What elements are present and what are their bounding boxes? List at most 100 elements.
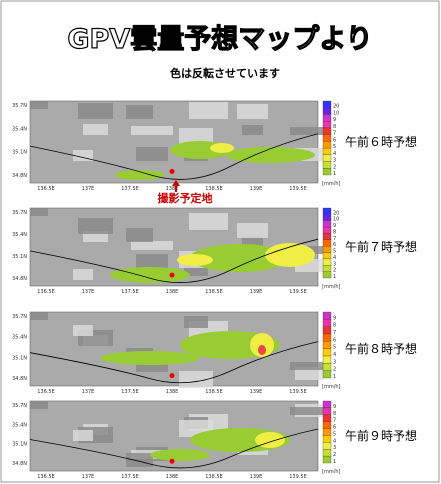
scale-label: 7	[333, 330, 336, 336]
lon-label: 139E	[250, 474, 263, 480]
lat-label: 34.8N	[12, 376, 27, 382]
scale-box	[322, 442, 332, 450]
scale-label: 8	[333, 229, 336, 235]
scale-box	[322, 161, 332, 169]
lat-label: 35.4N	[12, 232, 27, 238]
scale-box	[322, 428, 332, 436]
cloud	[179, 128, 213, 145]
cloud	[126, 453, 153, 467]
cloud	[30, 312, 48, 320]
cloud	[78, 103, 113, 119]
scale-box	[322, 233, 332, 240]
cloud	[83, 231, 108, 242]
cloud	[242, 125, 263, 135]
lat-label: 35.4N	[12, 335, 27, 341]
scale-box	[322, 311, 332, 320]
scale-box	[322, 168, 332, 176]
scale-box	[322, 319, 332, 327]
coastline	[29, 238, 319, 283]
scale-box	[322, 220, 332, 228]
panel-label: 午前６時予想	[345, 134, 417, 149]
cloud	[290, 407, 328, 415]
lon-label: 137E	[82, 389, 95, 395]
scale-label: 5	[333, 144, 336, 150]
lon-label: 137.5E	[121, 186, 138, 192]
cloud	[30, 208, 48, 216]
lon-label: 137E	[82, 186, 95, 192]
rain	[150, 449, 210, 461]
lon-label: 139.5E	[289, 389, 306, 395]
cloud	[131, 241, 173, 250]
site	[169, 458, 175, 464]
lon-label: 136.5E	[37, 289, 54, 295]
lat-label: 35.7N	[12, 210, 27, 216]
scale-box	[322, 348, 332, 357]
lon-label: 137E	[82, 474, 95, 480]
lon-label: 136.5E	[37, 474, 54, 480]
lon-label: 137.5E	[121, 389, 138, 395]
scale-label: 3	[333, 158, 336, 164]
unit: [mm/h]	[322, 384, 341, 390]
scale-label: 9	[333, 117, 336, 123]
scale-box	[322, 333, 332, 342]
scale-label: 20	[333, 210, 339, 216]
cloud	[179, 371, 213, 388]
panel-label: 午前８時予想	[345, 341, 417, 356]
scale-label: 5	[333, 431, 336, 437]
scale-box	[322, 363, 332, 371]
lat-label: 35.4N	[12, 126, 27, 132]
cloud	[83, 124, 108, 135]
cloud	[290, 362, 328, 370]
lon-label: 138E	[166, 389, 179, 395]
scale-box	[322, 421, 332, 429]
site	[169, 373, 175, 379]
scale-label: 3	[333, 445, 336, 451]
scale-box	[322, 407, 332, 415]
lat-label: 35.7N	[12, 314, 27, 320]
lat-label: 35.1N	[12, 442, 27, 448]
lon-label: 139E	[250, 186, 263, 192]
scale-box	[322, 147, 332, 155]
cloud	[136, 254, 168, 268]
scale-box	[322, 449, 332, 457]
cloud	[184, 316, 208, 328]
cloud	[73, 430, 93, 441]
rain	[258, 345, 266, 355]
cloud	[189, 102, 228, 119]
scale-label: 4	[333, 255, 336, 261]
scale-label: 6	[333, 337, 336, 343]
cloud	[290, 127, 328, 135]
scale-box	[322, 100, 332, 108]
scale-label: 9	[333, 315, 336, 321]
scale-box	[322, 226, 332, 234]
cloud	[295, 367, 323, 380]
rain	[225, 147, 315, 163]
scale-box	[322, 154, 332, 162]
cloud	[73, 269, 93, 280]
scale-label: 8	[333, 124, 336, 130]
scale-box	[322, 341, 332, 349]
lat-label: 35.1N	[12, 355, 27, 361]
cloud	[237, 223, 268, 238]
cloud	[30, 101, 48, 109]
title: GPV雲量予想マップより	[67, 24, 372, 55]
lon-label: 138E	[166, 186, 179, 192]
scale-label: 8	[333, 411, 336, 417]
scale-label: 5	[333, 249, 336, 255]
scale-box	[322, 326, 332, 335]
scale-box	[322, 134, 332, 142]
coastline	[29, 428, 319, 469]
cloud	[131, 126, 173, 135]
scale-box	[322, 214, 332, 221]
coastline	[29, 133, 319, 180]
scale-label: 9	[333, 223, 336, 229]
lon-label: 138.5E	[205, 186, 222, 192]
scale-label: 2	[333, 452, 336, 458]
rain	[100, 351, 200, 365]
cloud	[242, 236, 263, 246]
lon-label: 139.5E	[289, 186, 306, 192]
rain	[190, 244, 290, 272]
rain	[265, 243, 315, 267]
cloud	[73, 150, 93, 161]
lon-label: 139E	[250, 289, 263, 295]
